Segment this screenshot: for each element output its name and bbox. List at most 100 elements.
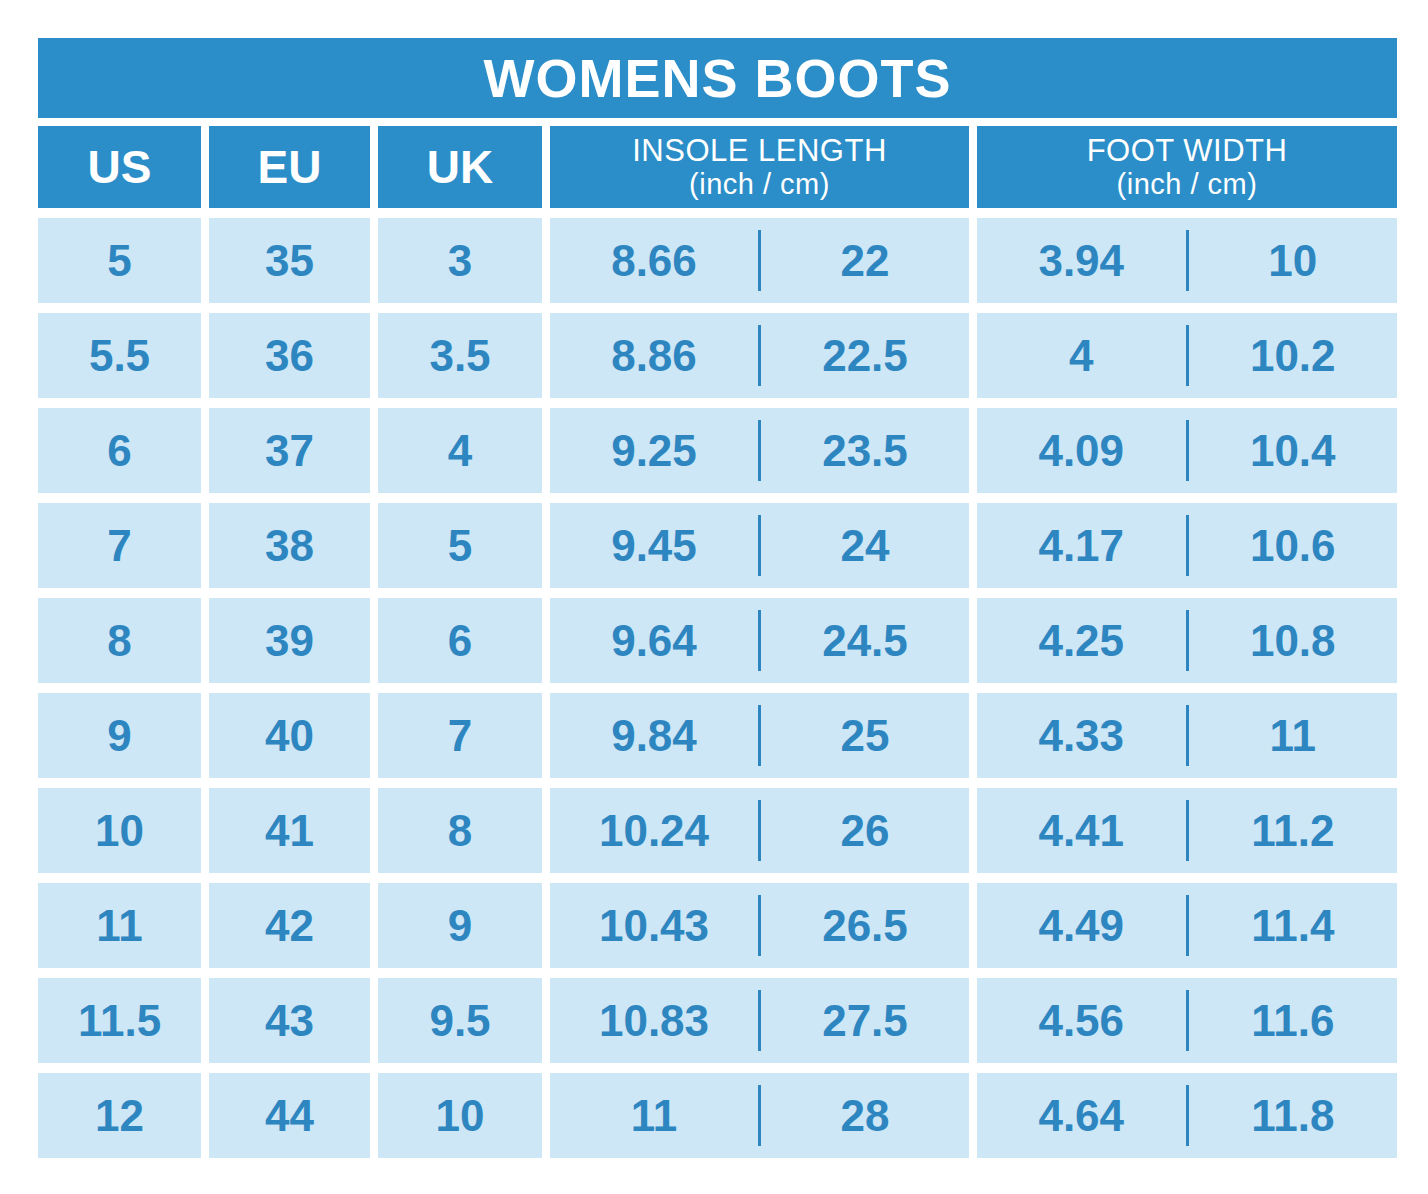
table-row: 8 39 6 9.64 24.5 4.25 10.8 bbox=[38, 598, 1397, 683]
insole-inch-value: 9.84 bbox=[550, 711, 758, 761]
column-header-us-label: US bbox=[88, 140, 152, 194]
cell-foot-width: 4 10.2 bbox=[977, 313, 1397, 398]
insole-cm-value: 22 bbox=[761, 236, 969, 286]
cell-insole-length: 9.45 24 bbox=[550, 503, 969, 588]
foot-width-cm-value: 11 bbox=[1189, 711, 1398, 761]
cell-eu-size: 43 bbox=[209, 978, 370, 1063]
table-body: 5 35 3 8.66 22 3.94 10 5.5 36 3.5 8.86 2… bbox=[38, 218, 1397, 1158]
cell-foot-width: 4.49 11.4 bbox=[977, 883, 1397, 968]
cell-insole-length: 8.66 22 bbox=[550, 218, 969, 303]
column-header-foot-width: FOOT WIDTH (inch / cm) bbox=[977, 126, 1397, 208]
foot-width-inch-value: 4.49 bbox=[977, 901, 1186, 951]
cell-eu-size: 37 bbox=[209, 408, 370, 493]
cell-us-size: 11.5 bbox=[38, 978, 201, 1063]
cell-uk-size: 7 bbox=[378, 693, 542, 778]
foot-width-cm-value: 10.6 bbox=[1189, 521, 1398, 571]
foot-width-cm-value: 11.6 bbox=[1189, 996, 1398, 1046]
insole-cm-value: 23.5 bbox=[761, 426, 969, 476]
table-row: 11 42 9 10.43 26.5 4.49 11.4 bbox=[38, 883, 1397, 968]
foot-width-inch-value: 4.56 bbox=[977, 996, 1186, 1046]
foot-width-cm-value: 11.2 bbox=[1189, 806, 1398, 856]
foot-width-cm-value: 10 bbox=[1189, 236, 1398, 286]
cell-uk-size: 4 bbox=[378, 408, 542, 493]
cell-uk-size: 9 bbox=[378, 883, 542, 968]
insole-inch-value: 10.43 bbox=[550, 901, 758, 951]
foot-width-inch-value: 4 bbox=[977, 331, 1186, 381]
insole-inch-value: 9.64 bbox=[550, 616, 758, 666]
cell-foot-width: 3.94 10 bbox=[977, 218, 1397, 303]
cell-foot-width: 4.64 11.8 bbox=[977, 1073, 1397, 1158]
insole-cm-value: 24.5 bbox=[761, 616, 969, 666]
foot-width-cm-value: 10.4 bbox=[1189, 426, 1398, 476]
cell-insole-length: 9.84 25 bbox=[550, 693, 969, 778]
table-row: 5.5 36 3.5 8.86 22.5 4 10.2 bbox=[38, 313, 1397, 398]
cell-uk-size: 8 bbox=[378, 788, 542, 873]
foot-width-inch-value: 3.94 bbox=[977, 236, 1186, 286]
insole-inch-value: 10.24 bbox=[550, 806, 758, 856]
cell-eu-size: 41 bbox=[209, 788, 370, 873]
cell-insole-length: 10.83 27.5 bbox=[550, 978, 969, 1063]
cell-insole-length: 10.24 26 bbox=[550, 788, 969, 873]
cell-foot-width: 4.17 10.6 bbox=[977, 503, 1397, 588]
cell-foot-width: 4.25 10.8 bbox=[977, 598, 1397, 683]
cell-insole-length: 10.43 26.5 bbox=[550, 883, 969, 968]
cell-us-size: 11 bbox=[38, 883, 201, 968]
cell-eu-size: 36 bbox=[209, 313, 370, 398]
column-header-foot-width-label: FOOT WIDTH bbox=[1087, 133, 1288, 169]
foot-width-inch-value: 4.17 bbox=[977, 521, 1186, 571]
table-row: 12 44 10 11 28 4.64 11.8 bbox=[38, 1073, 1397, 1158]
cell-eu-size: 35 bbox=[209, 218, 370, 303]
table-row: 5 35 3 8.66 22 3.94 10 bbox=[38, 218, 1397, 303]
cell-eu-size: 38 bbox=[209, 503, 370, 588]
cell-insole-length: 11 28 bbox=[550, 1073, 969, 1158]
table-row: 7 38 5 9.45 24 4.17 10.6 bbox=[38, 503, 1397, 588]
cell-eu-size: 39 bbox=[209, 598, 370, 683]
table-row: 10 41 8 10.24 26 4.41 11.2 bbox=[38, 788, 1397, 873]
cell-eu-size: 44 bbox=[209, 1073, 370, 1158]
insole-inch-value: 9.45 bbox=[550, 521, 758, 571]
cell-uk-size: 3 bbox=[378, 218, 542, 303]
cell-us-size: 6 bbox=[38, 408, 201, 493]
column-header-uk-label: UK bbox=[427, 140, 493, 194]
cell-us-size: 5 bbox=[38, 218, 201, 303]
table-row: 6 37 4 9.25 23.5 4.09 10.4 bbox=[38, 408, 1397, 493]
cell-us-size: 12 bbox=[38, 1073, 201, 1158]
column-header-insole-length-label: INSOLE LENGTH bbox=[632, 133, 887, 169]
foot-width-inch-value: 4.33 bbox=[977, 711, 1186, 761]
column-header-eu: EU bbox=[209, 126, 370, 208]
cell-us-size: 5.5 bbox=[38, 313, 201, 398]
cell-foot-width: 4.09 10.4 bbox=[977, 408, 1397, 493]
cell-uk-size: 5 bbox=[378, 503, 542, 588]
foot-width-cm-value: 10.2 bbox=[1189, 331, 1398, 381]
insole-cm-value: 27.5 bbox=[761, 996, 969, 1046]
foot-width-cm-value: 10.8 bbox=[1189, 616, 1398, 666]
column-header-foot-width-units: (inch / cm) bbox=[1117, 168, 1258, 201]
cell-us-size: 10 bbox=[38, 788, 201, 873]
insole-inch-value: 11 bbox=[550, 1091, 758, 1141]
cell-insole-length: 9.25 23.5 bbox=[550, 408, 969, 493]
insole-cm-value: 26.5 bbox=[761, 901, 969, 951]
foot-width-inch-value: 4.25 bbox=[977, 616, 1186, 666]
column-header-uk: UK bbox=[378, 126, 542, 208]
insole-cm-value: 25 bbox=[761, 711, 969, 761]
cell-eu-size: 40 bbox=[209, 693, 370, 778]
foot-width-cm-value: 11.4 bbox=[1189, 901, 1398, 951]
cell-foot-width: 4.33 11 bbox=[977, 693, 1397, 778]
cell-eu-size: 42 bbox=[209, 883, 370, 968]
cell-insole-length: 8.86 22.5 bbox=[550, 313, 969, 398]
insole-cm-value: 24 bbox=[761, 521, 969, 571]
insole-inch-value: 8.66 bbox=[550, 236, 758, 286]
cell-foot-width: 4.41 11.2 bbox=[977, 788, 1397, 873]
column-header-insole-length: INSOLE LENGTH (inch / cm) bbox=[550, 126, 969, 208]
chart-title: WOMENS BOOTS bbox=[38, 38, 1397, 118]
foot-width-inch-value: 4.64 bbox=[977, 1091, 1186, 1141]
insole-cm-value: 26 bbox=[761, 806, 969, 856]
header-row: US EU UK INSOLE LENGTH (inch / cm) FOOT … bbox=[38, 126, 1397, 208]
table-row: 9 40 7 9.84 25 4.33 11 bbox=[38, 693, 1397, 778]
insole-inch-value: 9.25 bbox=[550, 426, 758, 476]
cell-uk-size: 6 bbox=[378, 598, 542, 683]
insole-cm-value: 28 bbox=[761, 1091, 969, 1141]
column-header-us: US bbox=[38, 126, 201, 208]
insole-cm-value: 22.5 bbox=[761, 331, 969, 381]
foot-width-inch-value: 4.09 bbox=[977, 426, 1186, 476]
